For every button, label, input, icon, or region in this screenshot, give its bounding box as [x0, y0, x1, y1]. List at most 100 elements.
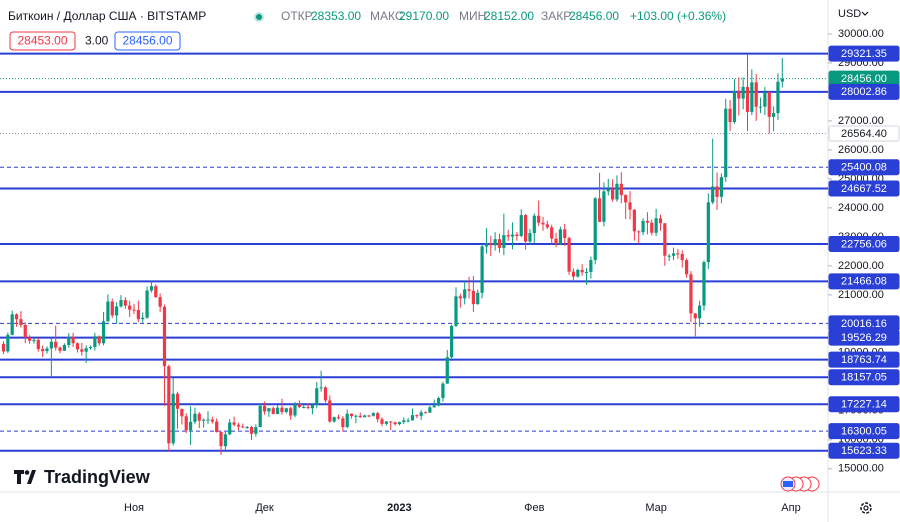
candle-body	[276, 407, 280, 415]
candle-body	[62, 345, 67, 351]
candle-body	[75, 343, 80, 350]
x-tick-label: Дек	[255, 502, 274, 514]
candle-body	[489, 243, 493, 246]
candle-body	[136, 309, 140, 320]
candle-body	[223, 434, 227, 447]
candle-body	[193, 413, 197, 422]
candle-body	[432, 405, 436, 408]
candle-body	[776, 81, 780, 114]
candle-body	[724, 108, 728, 178]
candle-body	[423, 412, 428, 414]
ask-price: 28456.00	[122, 34, 172, 48]
event-flags[interactable]	[780, 476, 820, 492]
settings-button[interactable]	[860, 502, 872, 514]
candle-body	[389, 421, 393, 423]
level-label: 25400.08	[841, 162, 887, 174]
level-label-box	[828, 351, 900, 368]
candle-body	[719, 177, 723, 197]
candle-body	[658, 218, 663, 224]
candle-body	[106, 301, 110, 322]
currency-caret	[861, 11, 869, 16]
candle-body	[271, 408, 275, 415]
candle-body	[510, 234, 515, 237]
level-label-box	[828, 369, 900, 386]
x-tick-label: Апр	[781, 502, 800, 514]
y-tick-label: 15000.00	[838, 463, 884, 475]
candle-body	[554, 238, 558, 244]
candle-body	[641, 220, 645, 233]
candle-body	[615, 183, 619, 200]
candle-body	[254, 427, 258, 434]
candle-body	[354, 415, 358, 417]
tradingview-logo: TradingView	[14, 467, 151, 487]
candle-body	[328, 400, 332, 422]
candle-body	[506, 235, 510, 237]
gear-inner	[863, 505, 869, 511]
candle-body	[528, 233, 532, 242]
candle-body	[741, 86, 745, 99]
candle-body	[45, 348, 49, 352]
candle-body	[728, 108, 732, 123]
candle-body	[550, 227, 554, 239]
candle-body	[541, 222, 545, 225]
buy-box[interactable]	[114, 31, 181, 51]
y-tick-label: 30000.00	[838, 28, 884, 40]
level-lines	[0, 52, 828, 452]
candle-body	[715, 186, 719, 197]
candle-body	[289, 408, 293, 416]
y-tick-label: 26000.00	[838, 144, 884, 156]
candle-body	[484, 243, 489, 247]
candle-body	[689, 274, 693, 314]
level-label-box	[828, 125, 900, 142]
candle-body	[241, 426, 245, 428]
x-tick-label: Мар	[645, 502, 667, 514]
candle-body	[341, 418, 345, 428]
level-label-box	[828, 235, 900, 252]
level-label-box	[828, 442, 900, 459]
candle-body	[149, 286, 154, 291]
low-label: МИН	[459, 9, 486, 23]
logo-dot	[24, 470, 30, 475]
candle-body	[284, 408, 288, 412]
candle-body	[732, 90, 737, 123]
gear-outer	[860, 502, 872, 514]
candle-body	[23, 325, 27, 338]
candle-body	[93, 336, 97, 348]
candle-body	[593, 198, 597, 261]
candle-body	[532, 215, 536, 234]
y-tick-label: 27000.00	[838, 115, 884, 127]
currency-selector[interactable]: USD	[838, 8, 861, 20]
candle-body	[684, 260, 689, 275]
candle-body	[80, 349, 84, 352]
candle-body	[58, 347, 62, 351]
change-value: +103.00 (+0.36%)	[630, 9, 726, 23]
candle-body	[393, 422, 397, 425]
close-value: 28456.00	[569, 9, 619, 23]
candle-body	[115, 306, 119, 316]
overlay: Биткоин / Доллар США · BITSTAMP ОТКР 283…	[8, 8, 872, 514]
candle-body	[410, 415, 415, 421]
candle-body	[676, 253, 680, 255]
low-value: 28152.00	[484, 9, 534, 23]
candle-body	[67, 336, 71, 346]
candle-body	[84, 348, 88, 352]
candle-body	[167, 366, 171, 444]
candle-body	[315, 388, 319, 405]
candle-body	[258, 405, 262, 428]
level-label: 26564.40	[841, 128, 887, 140]
candle-body	[210, 419, 214, 422]
flag-mark	[783, 481, 793, 487]
close-label: ЗАКР	[541, 9, 571, 23]
symbol-title[interactable]: Биткоин / Доллар США · BITSTAMP	[8, 9, 206, 23]
candle-body	[628, 202, 632, 210]
candle-body	[680, 253, 684, 261]
candle-body	[606, 189, 610, 192]
level-label: 21466.08	[841, 276, 887, 288]
candle-body	[754, 82, 758, 107]
candle-body	[371, 413, 375, 416]
candle-body	[145, 290, 149, 318]
logo-mark	[14, 470, 36, 484]
candle-body	[463, 289, 467, 299]
sell-box[interactable]	[9, 31, 76, 51]
